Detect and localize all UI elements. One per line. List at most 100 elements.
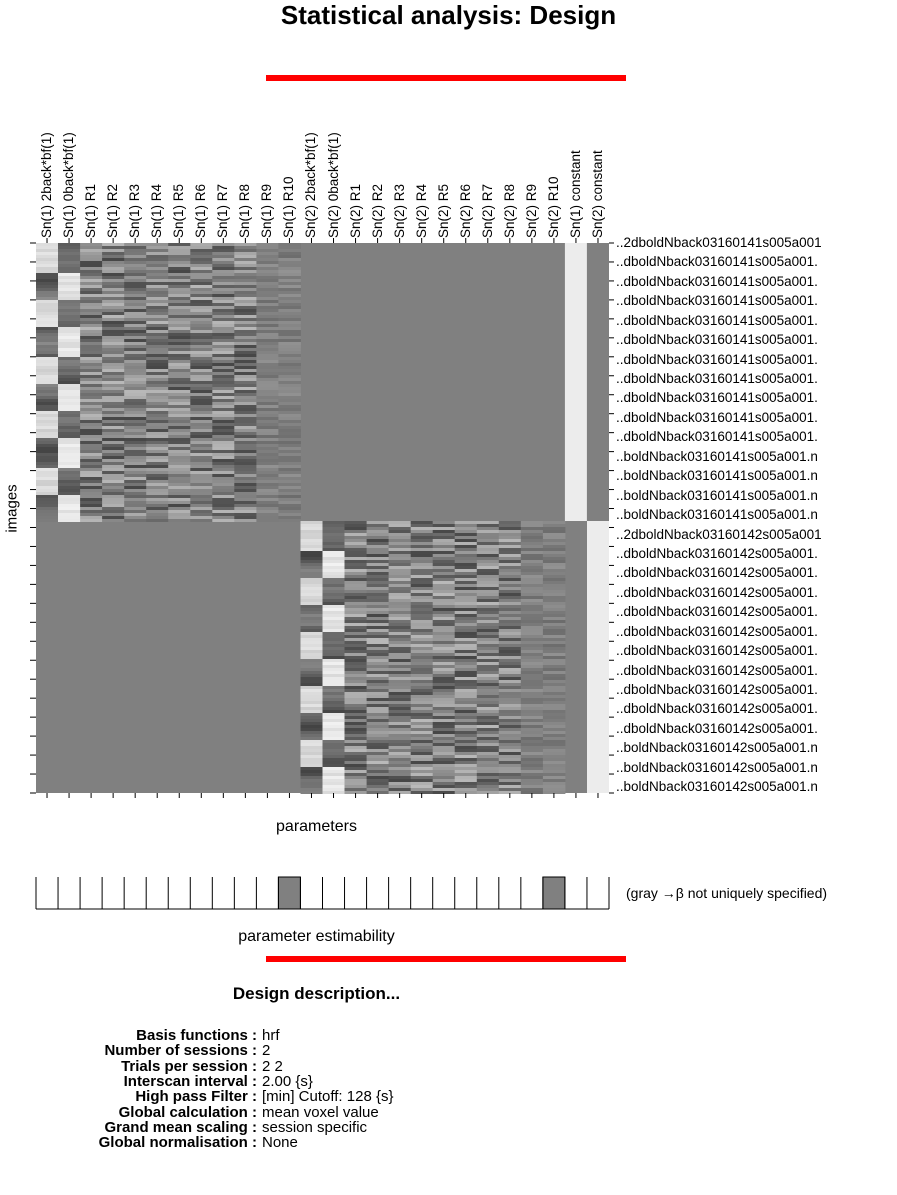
matrix-cell [146,507,169,510]
matrix-cell [322,533,345,536]
matrix-cell [146,387,169,390]
matrix-cell [234,435,257,438]
matrix-cell [80,513,103,516]
matrix-cell [102,426,125,429]
matrix-cell [344,710,367,713]
matrix-cell [190,411,213,414]
matrix-cell [388,758,412,761]
matrix-cell [256,312,279,315]
matrix-cell [58,501,81,504]
matrix-cell [366,536,390,539]
matrix-cell [190,372,213,375]
matrix-cell [168,414,191,417]
matrix-cell [388,548,412,551]
matrix-cell [58,516,81,519]
matrix-cell [212,363,235,366]
matrix-cell [476,659,500,662]
matrix-cell [234,330,257,333]
matrix-cell [102,498,125,501]
matrix-cell [146,270,169,273]
matrix-cell [520,596,544,599]
matrix-cell [454,704,478,707]
matrix-cell [102,282,125,285]
matrix-cell [322,662,345,665]
matrix-cell [498,779,522,782]
matrix-cell [146,318,169,321]
matrix-cell [388,713,412,716]
matrix-cell [432,632,456,635]
matrix-cell [542,710,566,713]
matrix-cell [410,641,434,644]
matrix-cell [124,474,147,477]
matrix-cell [212,243,235,246]
matrix-cell [498,542,522,545]
matrix-cell [498,683,522,686]
row-label: ..dboldNback03160141s005a001. [616,293,818,309]
matrix-cell [300,662,323,665]
matrix-cell [102,252,125,255]
matrix-cell [454,572,478,575]
matrix-cell [366,767,390,770]
matrix-cell [58,309,81,312]
matrix-cell [300,788,323,791]
matrix-cell [476,689,500,692]
matrix-cell [520,719,544,722]
matrix-cell [432,584,456,587]
matrix-cell [256,519,279,522]
matrix-cell [190,300,213,303]
matrix-cell [58,420,81,423]
matrix-cell [432,626,456,629]
matrix-cell [388,668,412,671]
matrix-cell [322,590,345,593]
matrix-cell [58,297,81,300]
row-label: ..dboldNback03160142s005a001. [616,545,818,561]
matrix-cell [36,315,59,318]
matrix-cell [410,677,434,680]
matrix-cell [190,516,213,519]
matrix-cell [168,477,191,480]
matrix-cell [410,572,434,575]
matrix-cell [410,584,434,587]
matrix-cell [542,584,566,587]
matrix-cell [322,626,345,629]
matrix-cell [36,402,59,405]
matrix-cell [542,527,566,530]
matrix-cell [410,542,434,545]
matrix-cell [432,659,456,662]
matrix-cell [36,375,59,378]
matrix-cell [520,770,544,773]
matrix-cell [454,647,478,650]
matrix-cell [80,300,103,303]
matrix-cell [168,312,191,315]
matrix-cell [36,396,59,399]
matrix-cell [366,743,390,746]
row-label: ..boldNback03160142s005a001.n [616,759,818,775]
matrix-cell [344,662,367,665]
matrix-cell [58,423,81,426]
matrix-cell [476,533,500,536]
matrix-cell [124,426,147,429]
matrix-cell [520,629,544,632]
matrix-cell [498,743,522,746]
row-label: ..dboldNback03160141s005a001. [616,429,818,445]
matrix-cell [102,441,125,444]
matrix-cell [300,608,323,611]
matrix-cell [542,575,566,578]
matrix-cell [432,695,456,698]
matrix-cell [322,560,345,563]
matrix-cell [190,261,213,264]
matrix-cell [278,372,301,375]
matrix-cell [58,324,81,327]
matrix-cell [234,285,257,288]
matrix-cell [80,321,103,324]
matrix-cell [278,309,301,312]
matrix-cell [344,674,367,677]
matrix-cell [410,746,434,749]
matrix-cell [366,524,390,527]
matrix-cell [190,480,213,483]
matrix-cell [212,318,235,321]
matrix-cell [432,776,456,779]
matrix-cell [168,336,191,339]
matrix-cell [520,668,544,671]
matrix-cell [542,755,566,758]
